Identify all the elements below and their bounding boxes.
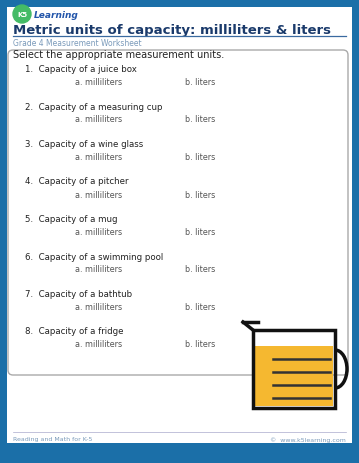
Text: K5: K5 xyxy=(17,12,27,18)
Text: a. milliliters: a. milliliters xyxy=(75,78,122,87)
Text: b. liters: b. liters xyxy=(185,153,215,162)
FancyBboxPatch shape xyxy=(7,8,352,443)
Text: Metric units of capacity: milliliters & liters: Metric units of capacity: milliliters & … xyxy=(13,24,331,37)
Circle shape xyxy=(13,6,31,24)
Text: b. liters: b. liters xyxy=(185,78,215,87)
Text: b. liters: b. liters xyxy=(185,227,215,237)
Text: Reading and Math for K-5: Reading and Math for K-5 xyxy=(13,436,92,441)
Text: a. milliliters: a. milliliters xyxy=(75,302,122,311)
Text: 8.  Capacity of a fridge: 8. Capacity of a fridge xyxy=(25,327,123,336)
Text: Grade 4 Measurement Worksheet: Grade 4 Measurement Worksheet xyxy=(13,39,141,48)
Text: 2.  Capacity of a measuring cup: 2. Capacity of a measuring cup xyxy=(25,102,163,111)
Text: a. milliliters: a. milliliters xyxy=(75,340,122,349)
Text: 1.  Capacity of a juice box: 1. Capacity of a juice box xyxy=(25,65,137,74)
Text: a. milliliters: a. milliliters xyxy=(75,115,122,124)
Text: b. liters: b. liters xyxy=(185,265,215,274)
Text: Learning: Learning xyxy=(34,11,79,19)
Text: 4.  Capacity of a pitcher: 4. Capacity of a pitcher xyxy=(25,177,129,186)
Text: a. milliliters: a. milliliters xyxy=(75,227,122,237)
Text: 7.  Capacity of a bathtub: 7. Capacity of a bathtub xyxy=(25,289,132,298)
Text: 3.  Capacity of a wine glass: 3. Capacity of a wine glass xyxy=(25,140,143,149)
FancyBboxPatch shape xyxy=(8,51,348,375)
Text: 6.  Capacity of a swimming pool: 6. Capacity of a swimming pool xyxy=(25,252,163,261)
Text: b. liters: b. liters xyxy=(185,340,215,349)
Text: a. milliliters: a. milliliters xyxy=(75,190,122,199)
FancyBboxPatch shape xyxy=(255,346,333,406)
Text: b. liters: b. liters xyxy=(185,190,215,199)
Text: b. liters: b. liters xyxy=(185,302,215,311)
Text: 5.  Capacity of a mug: 5. Capacity of a mug xyxy=(25,214,117,224)
Text: a. milliliters: a. milliliters xyxy=(75,153,122,162)
Text: ©  www.k5learning.com: © www.k5learning.com xyxy=(270,436,346,442)
Text: a. milliliters: a. milliliters xyxy=(75,265,122,274)
Text: b. liters: b. liters xyxy=(185,115,215,124)
Text: Select the appropriate measurement units.: Select the appropriate measurement units… xyxy=(13,50,224,60)
